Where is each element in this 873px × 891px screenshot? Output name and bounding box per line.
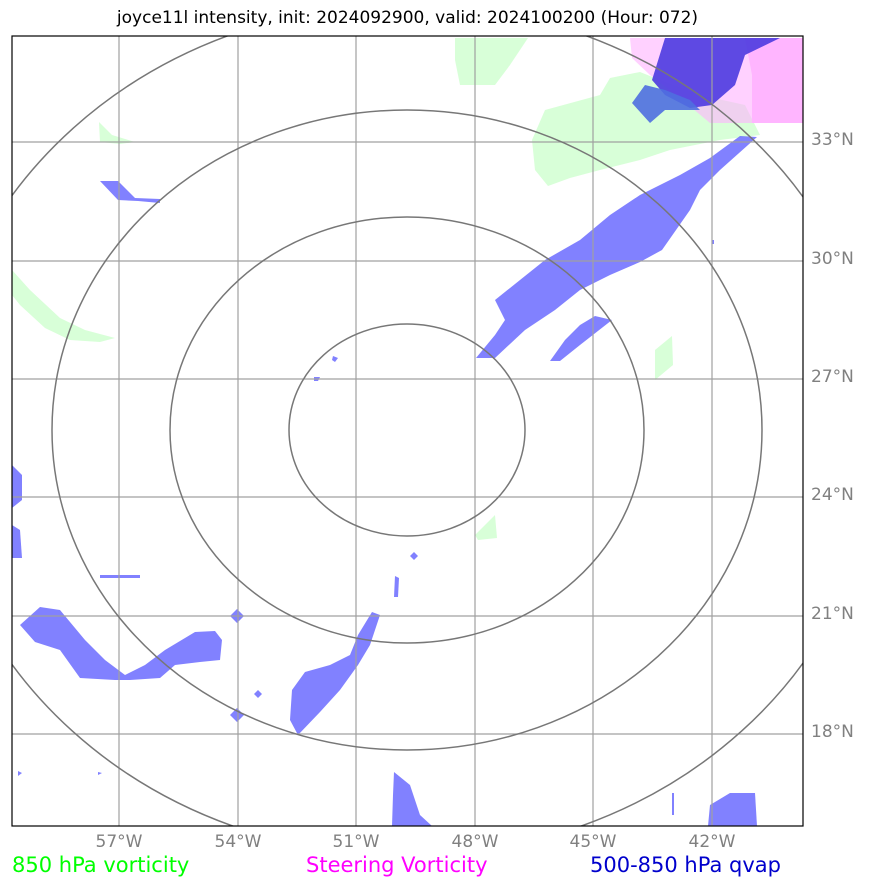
lat-label-30n: 30°N — [811, 249, 854, 269]
lon-label-42w: 42°W — [688, 832, 736, 852]
legend-qvap: 500-850 hPa qvap — [590, 853, 781, 877]
legend-vorticity-850: 850 hPa vorticity — [12, 853, 190, 877]
lat-label-18n: 18°N — [811, 722, 854, 742]
lon-label-51w: 51°W — [332, 832, 380, 852]
lon-label-57w: 57°W — [95, 832, 143, 852]
range-ring-3 — [51, 109, 763, 751]
lat-label-21n: 21°N — [811, 604, 854, 624]
graticule — [12, 36, 803, 826]
qvap-layer — [12, 38, 780, 826]
map-frame — [11, 35, 804, 827]
chart-title: joyce11l intensity, init: 2024092900, va… — [116, 8, 699, 28]
lat-label-27n: 27°N — [811, 367, 854, 387]
legend-steering-vorticity: Steering Vorticity — [306, 853, 488, 877]
range-ring-2 — [169, 216, 645, 644]
range-rings — [12, 36, 803, 826]
lon-label-54w: 54°W — [214, 832, 262, 852]
lat-label-24n: 24°N — [811, 485, 854, 505]
range-ring-1 — [288, 323, 526, 537]
lat-label-33n: 33°N — [811, 130, 854, 150]
lon-label-45w: 45°W — [569, 832, 617, 852]
lon-label-48w: 48°W — [451, 832, 499, 852]
